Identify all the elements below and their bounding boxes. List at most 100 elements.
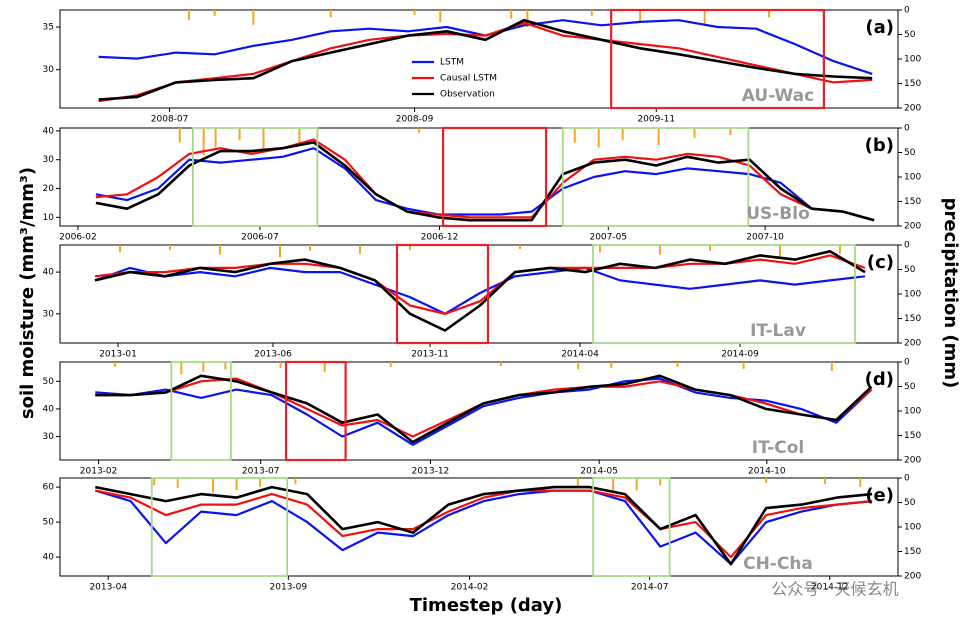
precip-bar xyxy=(839,245,841,254)
y-tick-label: 30 xyxy=(43,155,55,165)
precip-bar xyxy=(224,362,227,370)
precip-bar xyxy=(235,478,238,491)
x-tick-label: 2014-12 xyxy=(811,583,849,593)
precip-bar xyxy=(180,362,183,375)
y-tick-label: 50 xyxy=(43,518,55,528)
y-tick-label: 40 xyxy=(43,553,55,563)
highlight-box xyxy=(592,244,856,344)
precip-bar xyxy=(439,10,442,23)
y2-tick-label: 100 xyxy=(904,290,921,300)
y2-tick-label: 200 xyxy=(904,572,921,582)
precip-bar xyxy=(202,128,205,155)
precip-bar xyxy=(178,128,181,143)
legend-label: LSTM xyxy=(440,58,464,68)
site-name: IT-Col xyxy=(752,438,804,458)
x-tick-label: 2013-12 xyxy=(412,467,450,477)
y-axis-label: soil moisture (mm³/mm³) xyxy=(17,167,38,419)
y2-tick-label: 0 xyxy=(904,124,910,134)
x-tick-label: 2013-09 xyxy=(270,583,308,593)
panel-label: (c) xyxy=(867,252,894,273)
x-tick-label: 2013-01 xyxy=(99,350,137,360)
precip-bar xyxy=(294,478,297,484)
y2-tick-label: 50 xyxy=(904,148,916,158)
y-tick-label: 40 xyxy=(43,126,55,136)
y2-tick-label: 150 xyxy=(904,197,921,207)
precip-bar xyxy=(323,362,326,372)
precip-bar xyxy=(768,10,771,18)
x-tick-label: 2014-10 xyxy=(748,467,786,477)
precip-bar xyxy=(779,245,781,258)
y2-tick-label: 50 xyxy=(904,382,916,392)
series-line xyxy=(95,485,873,566)
highlight-box xyxy=(610,8,825,110)
precip-bar xyxy=(279,362,282,368)
precip-bar xyxy=(259,478,262,487)
legend-label: Observation xyxy=(440,90,495,100)
y2-tick-label: 100 xyxy=(904,523,921,533)
series-line xyxy=(94,266,866,315)
precip-bar xyxy=(413,10,416,15)
series-line xyxy=(95,374,873,444)
y2-tick-label: 200 xyxy=(904,339,921,349)
series-line xyxy=(95,147,875,222)
legend-label: Causal LSTM xyxy=(440,74,497,84)
y2-tick-label: 200 xyxy=(904,456,921,466)
precip-bar xyxy=(526,10,529,28)
precip-bar xyxy=(577,362,580,370)
x-tick-label: 2013-04 xyxy=(89,583,127,593)
x-tick-label: 2008-07 xyxy=(151,115,189,125)
precip-bar xyxy=(279,245,281,258)
y2-tick-label: 0 xyxy=(904,241,910,251)
y2-tick-label: 200 xyxy=(904,104,921,114)
precip-bar xyxy=(169,245,171,250)
x-tick-label: 2008-09 xyxy=(396,115,434,125)
panel-label: (b) xyxy=(865,135,894,156)
x-tick-label: 2007-10 xyxy=(746,233,784,243)
x-tick-label: 2013-06 xyxy=(254,350,292,360)
precip-bar xyxy=(252,10,255,25)
x-tick-label: 2014-07 xyxy=(631,583,669,593)
series-line xyxy=(94,254,866,315)
y2-tick-label: 150 xyxy=(904,314,921,324)
x-tick-label: 2006-07 xyxy=(241,233,279,243)
precip-bar xyxy=(597,128,600,148)
precip-bar xyxy=(824,478,827,484)
precip-bar xyxy=(329,10,332,18)
precip-bar xyxy=(693,128,696,138)
highlight-box xyxy=(150,477,289,577)
precip-bar xyxy=(202,362,205,372)
precip-bar xyxy=(238,128,241,141)
precip-bar xyxy=(359,245,361,254)
precip-bar xyxy=(212,478,215,493)
precip-bar xyxy=(830,362,833,371)
precip-bar xyxy=(576,478,579,488)
y2-tick-label: 50 xyxy=(904,498,916,508)
x-tick-label: 2006-12 xyxy=(421,233,459,243)
precip-bar xyxy=(176,478,179,488)
y2-tick-label: 50 xyxy=(904,30,916,40)
precip-bar xyxy=(510,10,513,19)
x-tick-label: 2009-11 xyxy=(637,115,675,125)
series-line xyxy=(95,377,873,438)
x-tick-label: 2013-07 xyxy=(242,467,280,477)
x-tick-label: 2014-05 xyxy=(580,467,618,477)
precip-bar xyxy=(709,245,711,251)
y-tick-label: 60 xyxy=(43,483,55,493)
y2-axis-label: precipitation (mm) xyxy=(940,198,961,389)
watermark: 公众号 · 天候玄机 xyxy=(771,580,898,599)
site-name: IT-Lav xyxy=(750,321,806,341)
precip-bar xyxy=(389,362,392,367)
y-tick-label: 30 xyxy=(43,432,55,442)
y2-tick-label: 100 xyxy=(904,173,921,183)
precip-bar xyxy=(621,128,624,141)
precip-bar xyxy=(612,478,615,493)
precip-bar xyxy=(742,362,745,369)
y-tick-label: 20 xyxy=(43,184,55,194)
y2-tick-label: 0 xyxy=(904,474,910,484)
y-tick-label: 40 xyxy=(43,268,55,278)
highlight-box xyxy=(191,127,319,227)
highlight-box xyxy=(395,243,490,345)
x-tick-label: 2014-02 xyxy=(451,583,489,593)
y2-tick-label: 200 xyxy=(904,222,921,232)
